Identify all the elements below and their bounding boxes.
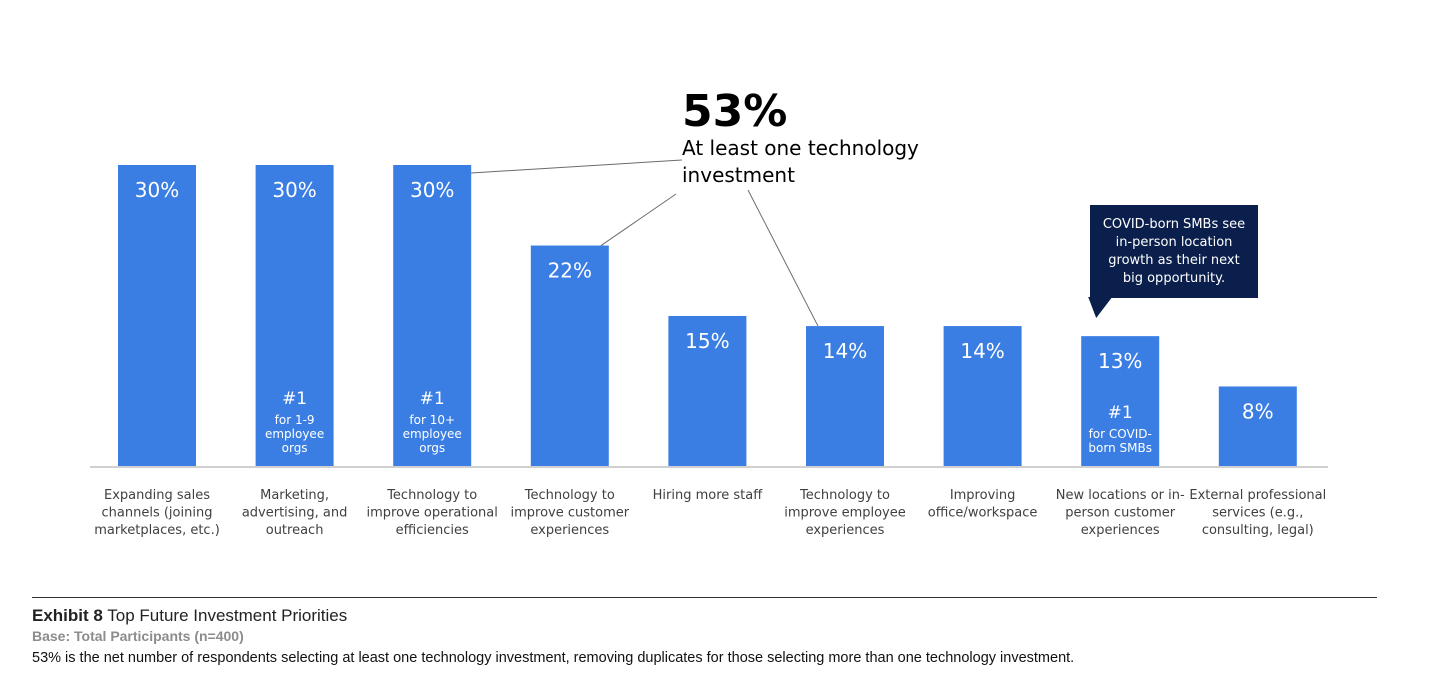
bar-value-label-5: 15% — [685, 329, 729, 353]
callout-pointer — [1088, 297, 1113, 318]
category-label-1-line-3: marketplaces, etc.) — [94, 523, 220, 538]
bar-1 — [118, 165, 196, 467]
highlight-caption-line-1: At least one technology — [682, 136, 919, 160]
category-label-6-line-2: improve employee — [784, 506, 906, 521]
bar-value-label-7: 14% — [960, 339, 1004, 363]
bar-value-label-4: 22% — [548, 259, 592, 283]
category-label-7-line-1: Improving — [950, 488, 1016, 503]
bar-note-3-line-3: orgs — [419, 441, 445, 455]
highlight-connector-2 — [600, 193, 677, 246]
bar-value-label-8: 13% — [1098, 349, 1142, 373]
category-label-2-line-3: outreach — [266, 523, 324, 538]
highlight-caption-line-2: investment — [682, 163, 795, 187]
category-label-5-line-1: Hiring more staff — [653, 488, 764, 503]
bar-value-label-1: 30% — [135, 178, 179, 202]
exhibit-caption: Exhibit 8 Top Future Investment Prioriti… — [32, 597, 1377, 668]
category-label-8-line-2: person customer — [1065, 506, 1176, 521]
bar-note-8-line-1: for COVID- — [1089, 427, 1152, 441]
exhibit-title: Exhibit 8 Top Future Investment Prioriti… — [32, 606, 1377, 626]
exhibit-note: 53% is the net number of respondents sel… — [32, 650, 1075, 666]
bar-note-2-line-3: orgs — [282, 441, 308, 455]
exhibit-title-text: Top Future Investment Priorities — [107, 606, 348, 625]
category-label-6-line-1: Technology to — [799, 488, 890, 503]
bar-note-8-line-2: born SMBs — [1088, 441, 1152, 455]
highlight-connector-3 — [747, 189, 819, 327]
bar-5 — [668, 316, 747, 467]
callout-line-4: big opportunity. — [1123, 271, 1225, 286]
highlight-connectors — [471, 159, 819, 327]
category-label-8-line-3: experiences — [1081, 523, 1160, 538]
callout-box: COVID-born SMBs see in-person location gro… — [1088, 205, 1258, 318]
category-label-2-line-1: Marketing, — [260, 488, 329, 503]
bar-7 — [943, 326, 1022, 467]
bar-value-label-9: 8% — [1242, 399, 1274, 423]
callout-line-3: growth as their next — [1108, 253, 1239, 268]
category-label-1-line-1: Expanding sales — [104, 488, 210, 503]
bar-note-2-line-1: for 1-9 — [275, 413, 315, 427]
highlight-value: 53% — [682, 86, 787, 137]
bar-note-2-line-2: employee — [265, 427, 324, 441]
category-label-8-line-1: New locations or in- — [1056, 488, 1185, 503]
highlight-connector-1 — [471, 159, 683, 174]
bar-value-label-6: 14% — [823, 339, 867, 363]
bar-9 — [1218, 386, 1297, 467]
callout-line-2: in-person location — [1116, 235, 1233, 250]
category-label-9-line-1: External professional — [1189, 488, 1326, 503]
bar-note-rank-3: #1 — [420, 389, 445, 409]
category-label-4-line-3: experiences — [530, 523, 609, 538]
category-label-7-line-2: office/workspace — [928, 506, 1038, 521]
bar-2 — [255, 165, 334, 467]
category-label-9-line-3: consulting, legal) — [1202, 523, 1314, 538]
callout-line-1: COVID-born SMBs see — [1103, 217, 1245, 232]
bar-note-rank-2: #1 — [282, 389, 307, 409]
callout-background — [1090, 205, 1258, 298]
category-label-2-line-2: advertising, and — [242, 506, 348, 521]
bar-8 — [1081, 336, 1160, 467]
category-label-6-line-3: experiences — [806, 523, 885, 538]
exhibit-number: Exhibit 8 — [32, 606, 103, 625]
category-label-4-line-1: Technology to — [524, 488, 615, 503]
bar-note-rank-8: #1 — [1108, 403, 1133, 423]
category-label-4-line-2: improve customer — [511, 506, 630, 521]
category-label-3-line-1: Technology to — [386, 488, 477, 503]
category-label-3-line-2: improve operational — [367, 506, 498, 521]
bar-4 — [530, 245, 609, 467]
bar-3 — [393, 165, 472, 467]
bar-6 — [806, 326, 884, 467]
category-labels: Expanding sales channels (joining marketpl… — [94, 488, 1326, 538]
category-label-1-line-2: channels (joining — [102, 506, 213, 521]
highlight-annotation: 53% At least one technology investment — [682, 86, 919, 187]
category-label-3-line-3: efficiencies — [396, 523, 469, 538]
exhibit-base: Base: Total Participants (n=400) — [32, 628, 244, 644]
bar-note-3-line-2: employee — [403, 427, 462, 441]
bar-value-label-3: 30% — [410, 178, 454, 202]
bar-note-3-line-1: for 10+ — [409, 413, 455, 427]
bar-value-label-2: 30% — [272, 178, 316, 202]
category-label-9-line-2: services (e.g., — [1212, 506, 1303, 521]
